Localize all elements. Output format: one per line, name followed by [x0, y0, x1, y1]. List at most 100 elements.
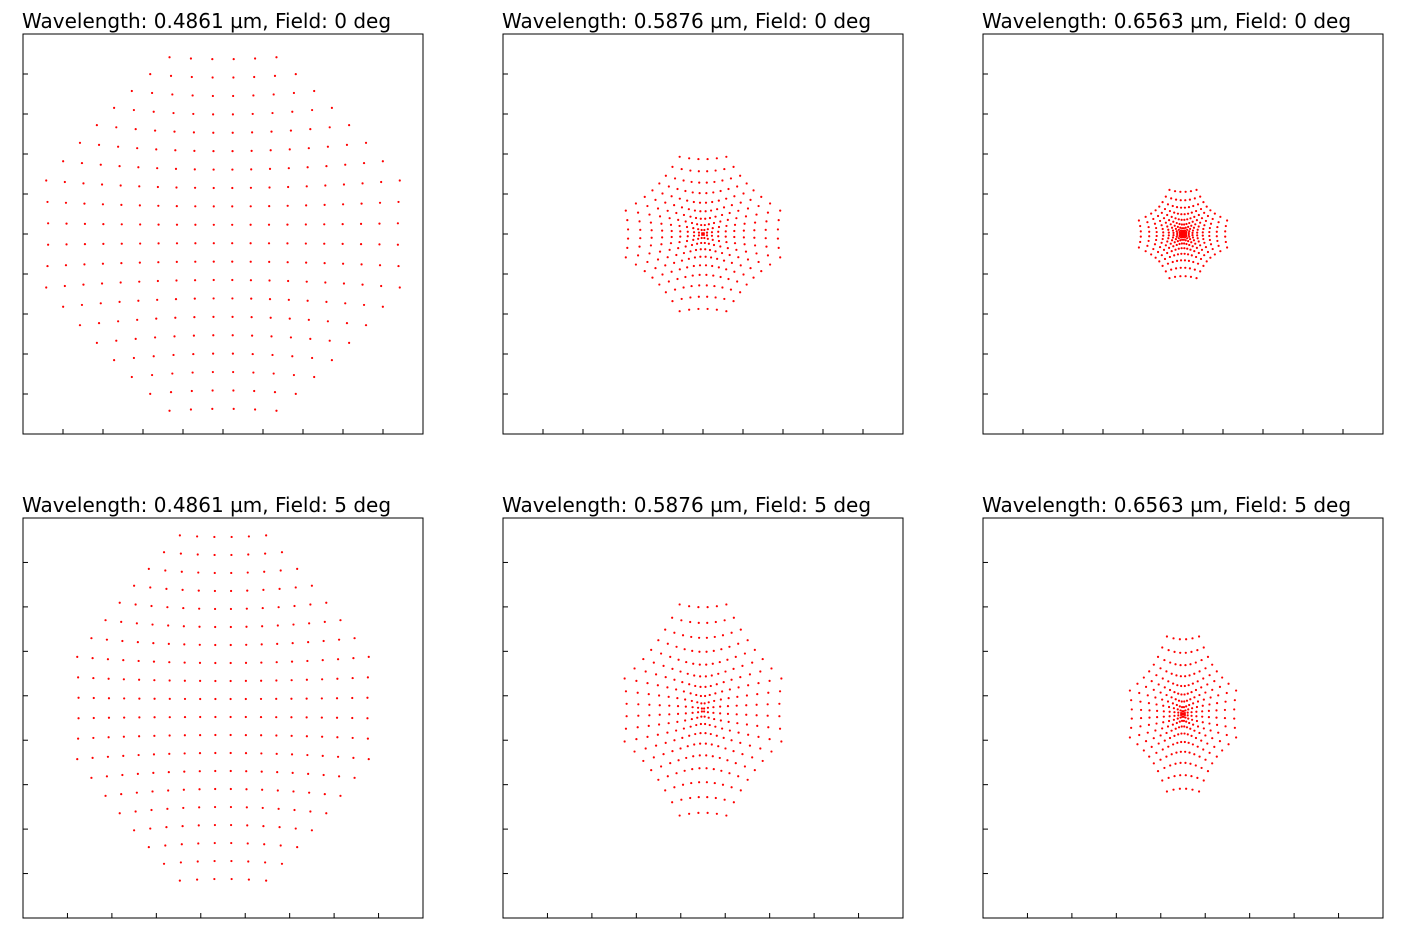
spot-point — [647, 693, 650, 696]
spot-point — [1156, 214, 1160, 218]
spot-point — [1162, 715, 1165, 718]
spot-point — [690, 699, 693, 703]
spot-point — [214, 679, 217, 683]
spot-point — [1165, 731, 1168, 735]
spot-point — [1182, 710, 1185, 713]
spot-point — [1196, 234, 1199, 237]
spot-point — [175, 242, 179, 245]
spot-point — [1191, 718, 1194, 721]
spot-point — [1191, 743, 1194, 746]
spot-point — [1161, 779, 1164, 782]
spot-point — [249, 242, 252, 245]
spot-point — [1152, 663, 1155, 666]
spot-point — [231, 334, 234, 337]
spot-point — [712, 274, 715, 277]
spot-point — [290, 753, 294, 756]
spot-point — [168, 679, 171, 682]
spot-point — [162, 862, 166, 865]
spot-point — [123, 697, 126, 700]
spot-point — [1193, 197, 1196, 200]
spot-panel-2: Wavelength: 0.5876 µm, Field: 0 deg — [502, 9, 904, 435]
spot-point — [715, 605, 718, 608]
spot-point — [776, 228, 780, 231]
spot-point — [288, 317, 291, 320]
spot-point — [699, 694, 702, 698]
spot-point — [698, 284, 701, 287]
spot-point — [699, 248, 702, 251]
spot-point — [83, 263, 86, 266]
spot-point — [1168, 688, 1172, 692]
spot-point — [690, 781, 693, 785]
spot-point — [706, 307, 709, 311]
spot-point — [244, 661, 248, 664]
spot-point — [692, 238, 695, 241]
spot-point — [180, 843, 183, 846]
spot-point — [157, 242, 160, 245]
spot-point — [723, 167, 726, 171]
spot-point — [294, 392, 297, 395]
spot-point — [264, 861, 267, 864]
spot-point — [171, 372, 174, 375]
spot-point — [1158, 245, 1162, 249]
spot-point — [732, 801, 735, 804]
spot-point — [678, 268, 681, 271]
spot-point — [309, 128, 312, 131]
spot-point — [231, 205, 234, 208]
plot-frame — [502, 517, 904, 919]
spot-point — [676, 712, 680, 715]
spot-point — [649, 221, 653, 224]
spot-point — [1202, 698, 1205, 701]
spot-point — [1162, 721, 1165, 724]
spot-point — [1201, 704, 1204, 707]
spot-point — [325, 601, 328, 604]
spot-point — [168, 661, 171, 664]
spot-point — [1139, 725, 1142, 728]
spot-point — [1202, 264, 1205, 267]
spot-point — [733, 223, 737, 226]
spot-point — [698, 767, 701, 770]
spot-point — [747, 684, 750, 687]
spot-point — [271, 353, 274, 357]
spot-point — [1195, 710, 1198, 713]
spot-point — [704, 210, 707, 213]
spot-point — [138, 261, 141, 264]
spot-point — [152, 355, 155, 358]
spot-point — [686, 266, 689, 269]
spot-point — [768, 679, 771, 682]
spot-point — [623, 740, 626, 743]
spot-point — [1197, 213, 1200, 217]
spot-point — [648, 703, 651, 706]
spot-point — [397, 264, 400, 268]
spot-point — [291, 771, 294, 775]
spot-point — [719, 275, 722, 279]
spot-point — [671, 667, 674, 670]
spot-point — [1196, 237, 1199, 240]
spot-point — [1174, 663, 1177, 666]
spot-point — [277, 807, 280, 810]
spot-point — [703, 223, 706, 227]
spot-point — [1155, 230, 1158, 234]
spot-point — [104, 619, 107, 622]
spot-point — [99, 163, 102, 166]
spot-point — [366, 676, 369, 679]
spot-point — [1186, 247, 1189, 250]
spot-point — [1171, 260, 1174, 264]
spot-point — [1175, 235, 1178, 238]
spot-point — [1163, 658, 1166, 662]
spot-point — [1183, 242, 1186, 245]
spot-point — [680, 259, 684, 262]
spot-point — [173, 335, 176, 338]
spot-point — [676, 705, 680, 708]
spot-point — [130, 89, 133, 93]
spot-point — [1185, 242, 1188, 246]
spot-point — [751, 756, 754, 759]
spot-point — [666, 642, 669, 645]
spot-point — [780, 740, 783, 743]
spot-point — [1219, 215, 1222, 218]
spot-point — [1170, 197, 1173, 200]
spot-point — [231, 260, 234, 263]
spot-point — [1167, 680, 1170, 683]
spot-point — [1150, 253, 1153, 256]
spot-point — [113, 106, 116, 109]
spot-point — [246, 571, 249, 574]
